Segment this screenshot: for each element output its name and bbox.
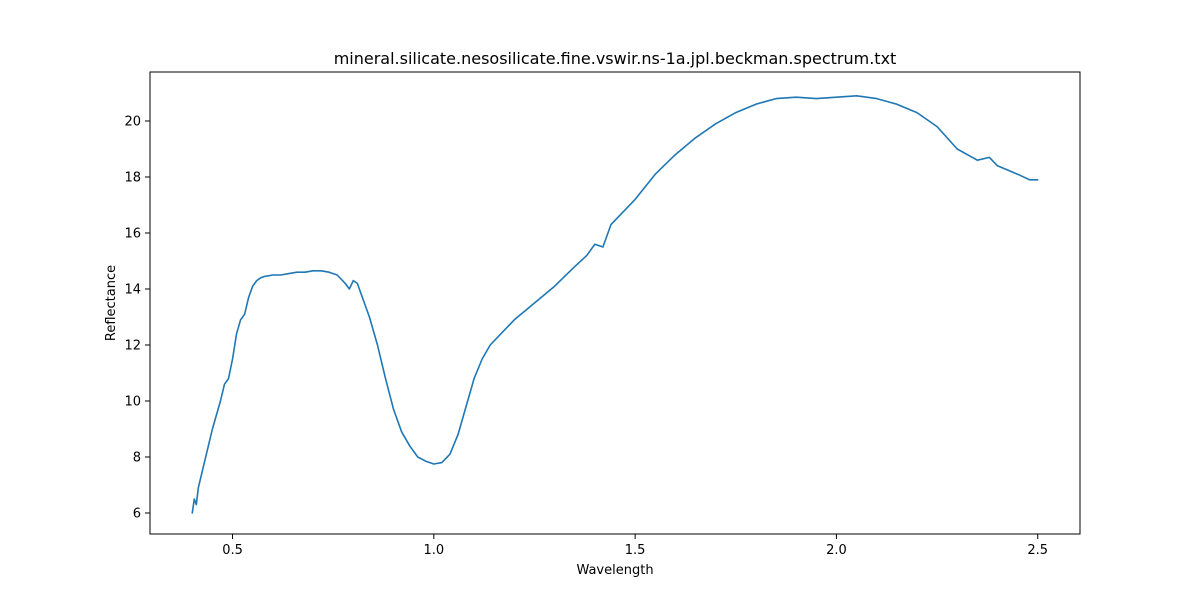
chart-title: mineral.silicate.nesosilicate.fine.vswir… <box>334 49 897 68</box>
x-tick-label: 1.5 <box>625 543 646 558</box>
y-tick-label: 20 <box>124 115 141 130</box>
x-tick-label: 1.0 <box>423 543 444 558</box>
y-tick-label: 12 <box>124 339 141 354</box>
y-tick-label: 14 <box>124 283 141 298</box>
y-axis-label: Reflectance <box>104 265 119 341</box>
x-tick-label: 2.5 <box>1027 543 1048 558</box>
x-axis-ticks: 0.5 1.0 1.5 2.0 2.5 <box>222 534 1048 558</box>
x-axis-label: Wavelength <box>576 563 653 578</box>
y-tick-label: 18 <box>124 171 141 186</box>
y-tick-label: 8 <box>133 451 141 466</box>
plot-area-frame <box>149 71 1081 535</box>
y-axis-ticks: 6 8 10 12 14 16 18 20 <box>124 115 150 522</box>
x-tick-label: 2.0 <box>826 543 847 558</box>
y-tick-label: 16 <box>124 227 141 242</box>
y-tick-label: 10 <box>124 395 141 410</box>
x-tick-label: 0.5 <box>222 543 243 558</box>
series-line <box>191 95 1039 514</box>
y-tick-label: 6 <box>133 507 141 522</box>
